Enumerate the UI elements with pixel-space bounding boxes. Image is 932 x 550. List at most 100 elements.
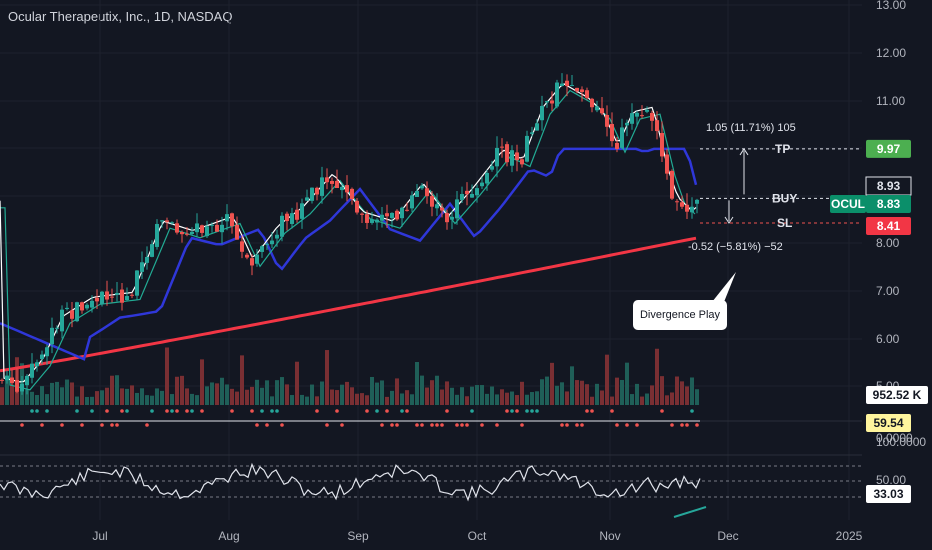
time-tick: Aug bbox=[218, 529, 239, 543]
volume-bar bbox=[300, 394, 304, 405]
indicator-dot bbox=[445, 409, 449, 413]
candle-body bbox=[615, 142, 619, 149]
volume-bar bbox=[265, 380, 269, 405]
candle-body bbox=[545, 101, 549, 103]
volume-bar bbox=[180, 375, 184, 405]
candle-body bbox=[355, 200, 359, 213]
volume-bar bbox=[585, 384, 589, 405]
indicator-dot bbox=[395, 423, 399, 427]
indicator-dot bbox=[635, 423, 639, 427]
volume-bar bbox=[425, 387, 429, 405]
candle-body bbox=[55, 327, 59, 329]
volume-bar bbox=[320, 381, 324, 405]
indicator-dot bbox=[150, 409, 154, 413]
volume-bar bbox=[560, 382, 564, 405]
candle-body bbox=[270, 240, 274, 245]
candle-body bbox=[240, 241, 244, 252]
price-tick: 50.00 bbox=[876, 473, 906, 487]
indicator-dot bbox=[430, 423, 434, 427]
indicator-dot bbox=[625, 423, 629, 427]
volume-bar bbox=[120, 388, 124, 405]
indicator-dot bbox=[60, 423, 64, 427]
stop-annotation: -0.52 (−5.81%) −52 bbox=[688, 241, 783, 253]
indicator-dot bbox=[685, 423, 689, 427]
candle-body bbox=[200, 225, 204, 233]
sl-badge: 8.41 bbox=[877, 219, 901, 233]
candle-body bbox=[645, 109, 649, 112]
candle-body bbox=[90, 300, 94, 308]
rsi-badge: 33.03 bbox=[873, 487, 903, 501]
candle-body bbox=[665, 154, 669, 174]
candle-body bbox=[675, 201, 679, 203]
indicator-dot bbox=[270, 409, 274, 413]
tp-badge-bg bbox=[866, 139, 911, 158]
volume-bar bbox=[590, 396, 594, 405]
volume-bar bbox=[360, 393, 364, 405]
indicator-dot bbox=[530, 409, 534, 413]
indicator-dot bbox=[420, 423, 424, 427]
rsi-badge-bg bbox=[866, 485, 911, 503]
rsi-panel bbox=[0, 462, 862, 518]
sl-label: SL bbox=[777, 216, 792, 230]
candle-body bbox=[10, 377, 14, 384]
indicator-dot bbox=[40, 423, 44, 427]
volume-bar bbox=[370, 376, 374, 405]
ema50-line bbox=[0, 147, 698, 361]
candle-body bbox=[260, 246, 264, 252]
candle-body bbox=[670, 170, 674, 199]
volume-bar bbox=[355, 393, 359, 405]
volume-bar bbox=[620, 379, 624, 405]
volume-bar bbox=[615, 377, 619, 405]
candle-body bbox=[85, 304, 89, 309]
indicator-dot bbox=[480, 423, 484, 427]
candle-body bbox=[505, 144, 509, 163]
candle-body bbox=[550, 100, 554, 104]
price-tick: 12.00 bbox=[876, 46, 906, 60]
candle-body bbox=[470, 193, 474, 198]
indicator-dot bbox=[470, 409, 474, 413]
candle-body bbox=[595, 106, 599, 111]
volume-bar bbox=[220, 377, 224, 405]
candle-body bbox=[640, 115, 644, 117]
candle-body bbox=[230, 213, 234, 227]
candle-body bbox=[340, 186, 344, 191]
candle-body bbox=[275, 234, 279, 239]
candle-body bbox=[100, 291, 104, 305]
volume-bar bbox=[125, 388, 129, 405]
volume-bar bbox=[305, 396, 309, 405]
volume-bar bbox=[145, 395, 149, 405]
target-annotation: 1.05 (11.71%) 105 bbox=[706, 122, 796, 134]
candle-body bbox=[460, 193, 464, 200]
trade-overlay: TP BUY SL 1.05 (11.71%) 105 -0.52 (−5.81%) −… bbox=[688, 122, 862, 253]
grid-lines bbox=[0, 0, 862, 520]
volume-bar bbox=[660, 376, 664, 405]
volume-bar bbox=[465, 396, 469, 405]
buy-label: BUY bbox=[772, 191, 797, 205]
indicator-dot bbox=[510, 409, 514, 413]
volume-bar bbox=[215, 383, 219, 405]
indicator-dot bbox=[525, 409, 529, 413]
volume-bar bbox=[405, 390, 409, 405]
indicator-dot bbox=[455, 423, 459, 427]
candle-body bbox=[310, 187, 314, 201]
last-price-badge-bg bbox=[866, 195, 911, 213]
tp-badge: 9.97 bbox=[877, 142, 901, 156]
candle-body bbox=[35, 362, 39, 367]
indicator-dot bbox=[45, 409, 49, 413]
indicator-dot bbox=[100, 423, 104, 427]
volume-bar bbox=[260, 387, 264, 405]
volume-bar bbox=[450, 387, 454, 405]
indicator-dot bbox=[20, 423, 24, 427]
indicator-dot bbox=[275, 409, 279, 413]
price-axis: 13.0012.0011.0010.009.008.007.006.005.00… bbox=[876, 0, 926, 487]
volume-bar bbox=[545, 376, 549, 405]
indicator-dot bbox=[390, 423, 394, 427]
candle-body bbox=[345, 185, 349, 193]
candle-body bbox=[440, 207, 444, 211]
candle-body bbox=[480, 182, 484, 187]
volume-bar bbox=[530, 392, 534, 405]
candle-body bbox=[185, 233, 189, 235]
candle-body bbox=[475, 188, 479, 196]
candle-body bbox=[555, 82, 559, 107]
